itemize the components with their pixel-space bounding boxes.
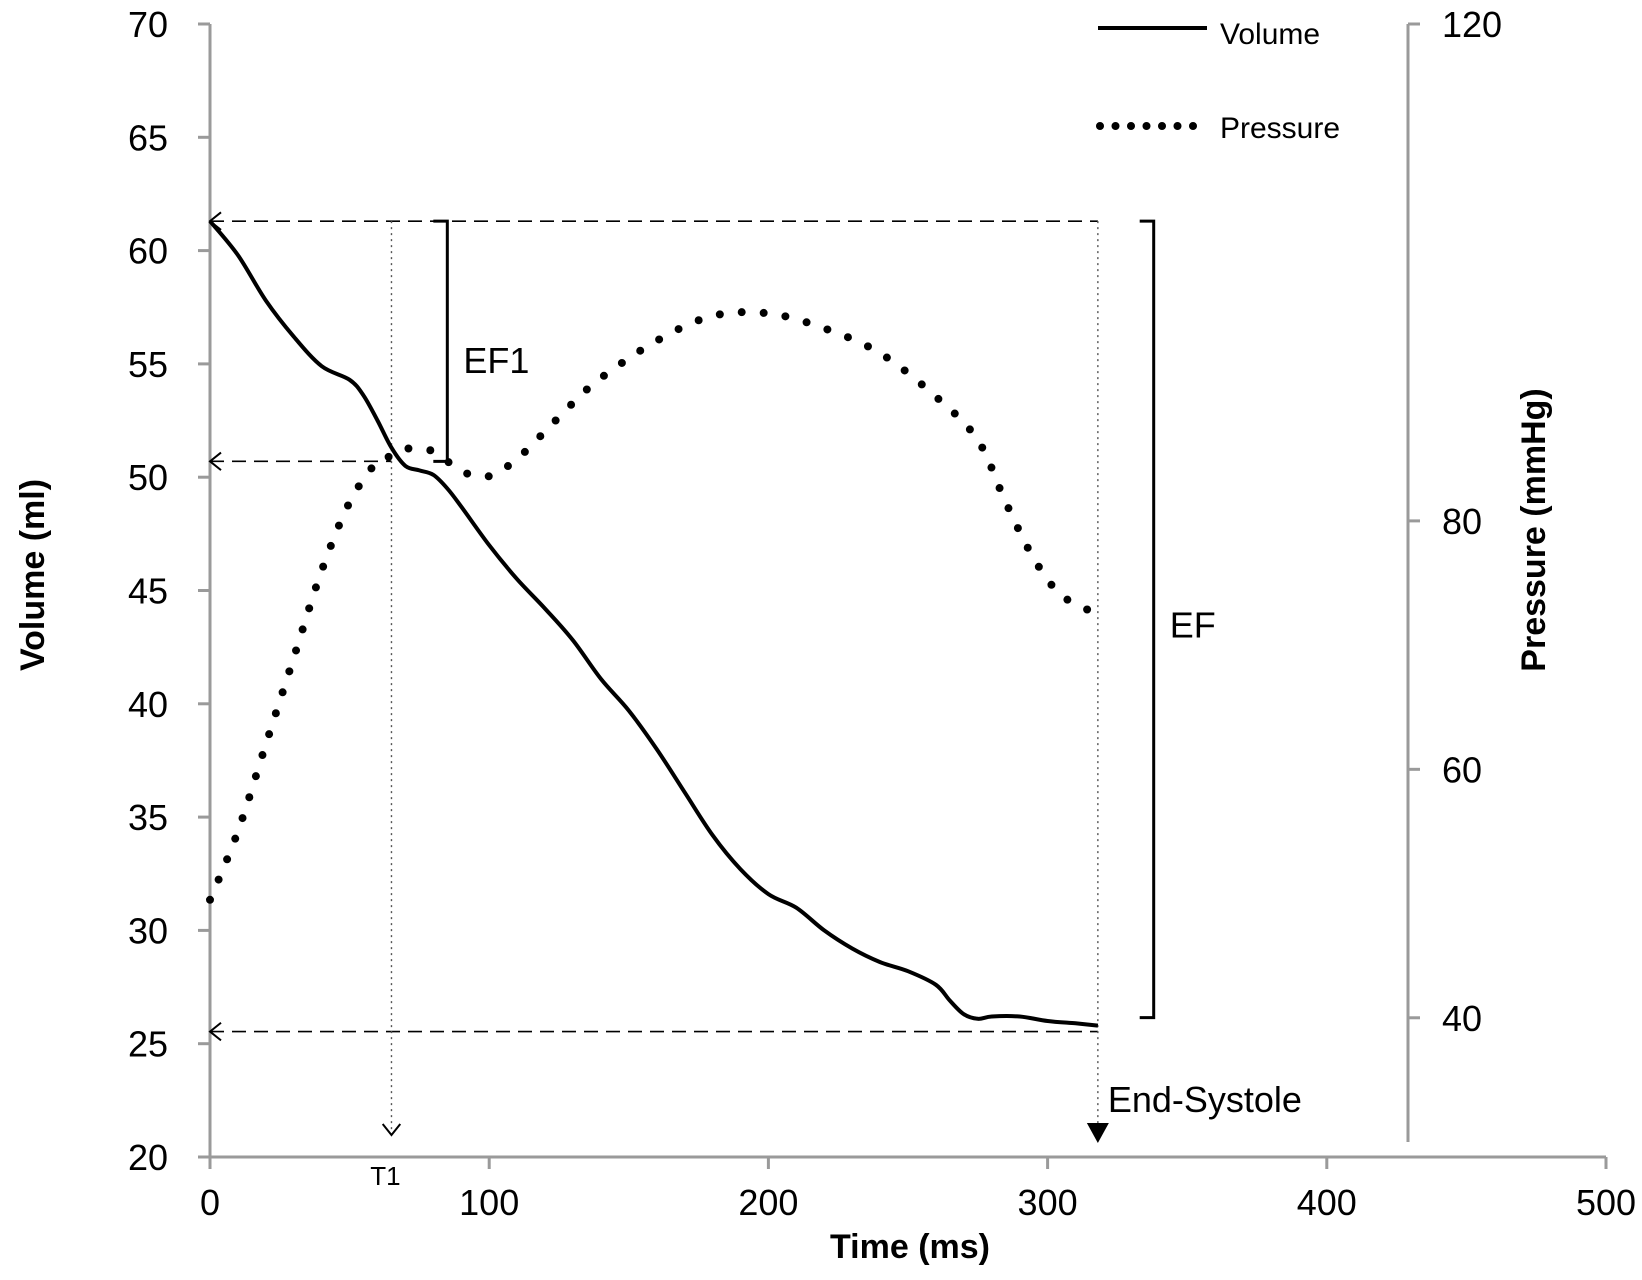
y-axis-title: Volume (ml)	[14, 479, 52, 671]
y-tick-label: 70	[128, 4, 168, 45]
volume-series-line	[208, 219, 1099, 1028]
t1-label: T1	[370, 1161, 400, 1191]
y-tick-label: 45	[128, 571, 168, 612]
x-tick-label: 100	[459, 1182, 519, 1223]
y-tick-label: 25	[128, 1024, 168, 1065]
ef-label: EF	[1170, 604, 1216, 645]
esv-arrowhead	[208, 1021, 222, 1042]
ef1-label: EF1	[463, 340, 529, 381]
y-tick-label: 35	[128, 797, 168, 838]
x-tick-label: 200	[738, 1182, 798, 1223]
y2-tick-label: 60	[1442, 749, 1482, 790]
y-tick-label: 65	[128, 117, 168, 158]
x-tick-label: 400	[1297, 1182, 1357, 1223]
y2-axis-title: Pressure (mmHg)	[1515, 388, 1553, 671]
y-tick-label: 30	[128, 910, 168, 951]
legend-pressure-label: Pressure	[1220, 112, 1340, 145]
axes: 20 25 30 35 40 45 50 55 60 65 70 0 100 200 300 400 500 40…	[128, 4, 1636, 1223]
t1-arrowhead	[381, 1123, 402, 1137]
y-tick-label: 20	[128, 1137, 168, 1178]
reference-lines	[208, 211, 1109, 1143]
ef1-arrowhead	[208, 451, 222, 471]
y2-tick-label: 80	[1442, 501, 1482, 542]
y-tick-label: 55	[128, 344, 168, 385]
x-tick-label: 500	[1576, 1182, 1636, 1223]
legend-volume-label: Volume	[1220, 18, 1320, 51]
y2-tick-label: 40	[1442, 998, 1482, 1039]
y2-tick-label: 120	[1442, 4, 1502, 45]
annotations: EF1 EF T1 End-Systole	[370, 219, 1302, 1191]
x-axis-title: Time (ms)	[830, 1228, 990, 1266]
y-tick-label: 60	[128, 231, 168, 272]
pressure-series-line	[206, 308, 1102, 904]
end-systole-label: End-Systole	[1108, 1079, 1302, 1120]
ef1-bracket	[433, 219, 449, 463]
series-lines	[206, 219, 1102, 1028]
y-tick-label: 50	[128, 457, 168, 498]
x-tick-label: 300	[1018, 1182, 1078, 1223]
legend: Volume Pressure	[1096, 18, 1340, 145]
end-systole-arrowhead	[1086, 1123, 1109, 1143]
y-tick-label: 40	[128, 684, 168, 725]
x-tick-label: 0	[200, 1182, 220, 1223]
ef-bracket	[1139, 219, 1156, 1020]
